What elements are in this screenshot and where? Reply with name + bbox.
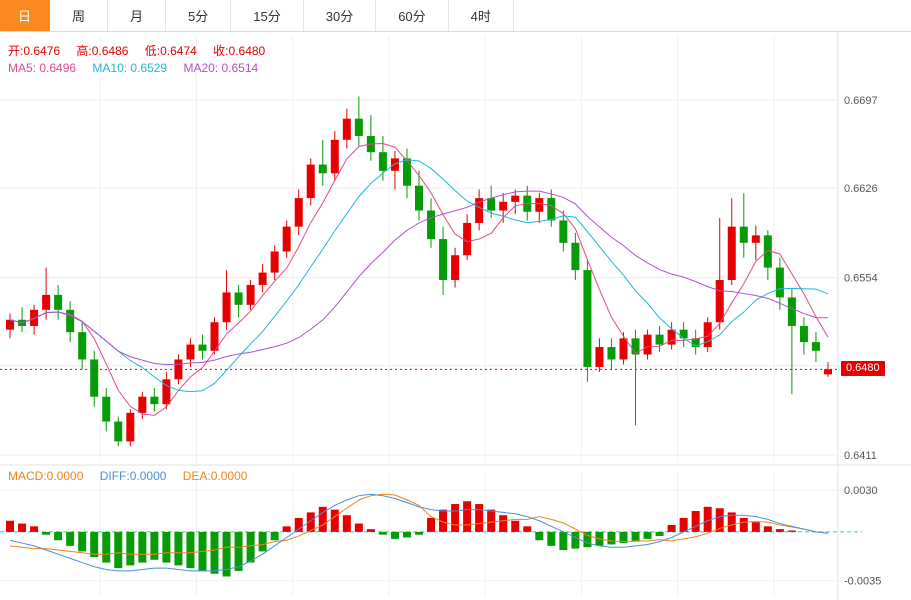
- tab-4hour[interactable]: 4时: [449, 0, 514, 31]
- ohlc-legend: 开:0.6476 高:0.6486 低:0.6474 收:0.6480: [8, 42, 278, 59]
- ma5-legend: MA5: 0.6496: [8, 61, 77, 75]
- timeframe-toolbar: 日 周 月 5分 15分 30分 60分 4时: [0, 0, 911, 32]
- dea-line: [9, 493, 829, 555]
- current-price-tag: 0.6480: [841, 361, 885, 377]
- ohlc-high: 高:0.6486: [76, 44, 129, 58]
- tab-5min[interactable]: 5分: [166, 0, 232, 31]
- macd-axis-label: -0.0035: [844, 576, 881, 588]
- tab-day[interactable]: 日: [0, 0, 50, 31]
- macd-value-legend: MACD:0.0000: [8, 469, 84, 483]
- dea-value-legend: DEA:0.0000: [182, 469, 248, 483]
- tab-15min[interactable]: 15分: [231, 0, 304, 31]
- candle-series: [6, 96, 832, 447]
- ma10-line: [9, 159, 829, 393]
- ohlc-close: 收:0.6480: [213, 44, 266, 58]
- chart-area: 0.6697 0.6626 0.6554 0.6411 0.0030 -0.0035 开:…: [0, 32, 911, 600]
- macd-axis-label: 0.0030: [844, 485, 878, 497]
- candlestick-chart[interactable]: 0.6697 0.6626 0.6554 0.6411 0.0030 -0.0035: [0, 32, 911, 600]
- ma5-line: [9, 142, 829, 416]
- macd-legend: MACD:0.0000 DIFF:0.0000 DEA:0.0000: [8, 469, 260, 483]
- price-axis-label: 0.6626: [844, 183, 878, 195]
- price-axis-label: 0.6411: [844, 450, 877, 462]
- ma10-legend: MA10: 0.6529: [92, 61, 168, 75]
- ma-legend: MA5: 0.6496 MA10: 0.6529 MA20: 0.6514: [8, 61, 271, 75]
- ohlc-low: 低:0.6474: [144, 44, 197, 58]
- diff-line: [9, 493, 829, 572]
- ma20-line: [9, 190, 828, 366]
- tab-month[interactable]: 月: [108, 0, 167, 31]
- tab-week[interactable]: 周: [50, 0, 109, 31]
- price-axis-label: 0.6697: [844, 95, 878, 107]
- price-axis-label: 0.6554: [844, 273, 878, 285]
- diff-value-legend: DIFF:0.0000: [99, 469, 167, 483]
- ma20-legend: MA20: 0.6514: [183, 61, 259, 75]
- gridlines: 0.6697 0.6626 0.6554 0.6411 0.0030 -0.0035: [0, 36, 881, 596]
- tab-30min[interactable]: 30分: [304, 0, 377, 31]
- ohlc-open: 开:0.6476: [8, 44, 61, 58]
- tab-60min[interactable]: 60分: [376, 0, 449, 31]
